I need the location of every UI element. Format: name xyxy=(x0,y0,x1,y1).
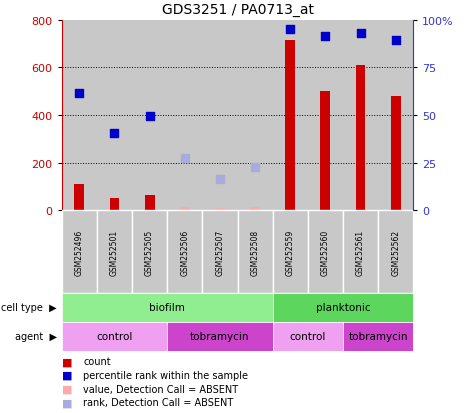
Text: ■: ■ xyxy=(62,384,72,394)
Text: GSM252505: GSM252505 xyxy=(145,229,154,275)
Bar xyxy=(273,322,343,351)
Text: count: count xyxy=(83,356,111,366)
Text: value, Detection Call = ABSENT: value, Detection Call = ABSENT xyxy=(83,384,238,394)
Bar xyxy=(97,211,132,293)
Text: ■: ■ xyxy=(62,356,72,366)
Bar xyxy=(180,207,190,211)
Bar xyxy=(250,207,260,211)
Bar xyxy=(97,21,132,211)
Point xyxy=(76,91,83,97)
Point xyxy=(251,164,259,171)
Bar xyxy=(202,21,238,211)
Point xyxy=(286,27,294,33)
Bar xyxy=(62,21,97,211)
Bar xyxy=(343,211,378,293)
Point xyxy=(181,155,189,161)
Title: GDS3251 / PA0713_at: GDS3251 / PA0713_at xyxy=(162,3,314,17)
Bar xyxy=(110,199,119,211)
Bar xyxy=(145,195,154,211)
Bar xyxy=(167,21,202,211)
Bar xyxy=(238,21,273,211)
Bar xyxy=(273,293,413,322)
Bar xyxy=(321,92,330,211)
Bar xyxy=(215,208,225,211)
Bar xyxy=(62,293,273,322)
Text: GSM252562: GSM252562 xyxy=(391,229,400,275)
Point xyxy=(392,38,399,44)
Text: GSM252559: GSM252559 xyxy=(286,229,294,275)
Text: planktonic: planktonic xyxy=(315,303,370,313)
Bar xyxy=(167,322,273,351)
Bar xyxy=(391,97,400,211)
Bar xyxy=(356,66,365,211)
Bar xyxy=(285,41,295,211)
Text: tobramycin: tobramycin xyxy=(348,332,408,342)
Text: GSM252507: GSM252507 xyxy=(216,229,224,275)
Text: GSM252501: GSM252501 xyxy=(110,229,119,275)
Bar xyxy=(62,211,97,293)
Point xyxy=(322,34,329,40)
Bar xyxy=(343,322,413,351)
Bar xyxy=(75,185,84,211)
Point xyxy=(216,176,224,183)
Bar xyxy=(167,211,202,293)
Text: biofilm: biofilm xyxy=(149,303,185,313)
Text: percentile rank within the sample: percentile rank within the sample xyxy=(83,370,248,380)
Bar xyxy=(132,211,167,293)
Text: GSM252508: GSM252508 xyxy=(251,229,259,275)
Bar xyxy=(273,21,308,211)
Text: GSM252560: GSM252560 xyxy=(321,229,330,275)
Bar xyxy=(308,211,343,293)
Text: ■: ■ xyxy=(62,397,72,407)
Text: control: control xyxy=(96,332,133,342)
Text: ■: ■ xyxy=(62,370,72,380)
Text: GSM252561: GSM252561 xyxy=(356,229,365,275)
Bar xyxy=(202,211,238,293)
Text: control: control xyxy=(290,332,326,342)
Text: rank, Detection Call = ABSENT: rank, Detection Call = ABSENT xyxy=(83,397,233,407)
Text: tobramycin: tobramycin xyxy=(190,332,250,342)
Text: GSM252506: GSM252506 xyxy=(180,229,189,275)
Point xyxy=(357,31,364,37)
Bar xyxy=(378,21,413,211)
Bar xyxy=(273,211,308,293)
Bar xyxy=(238,211,273,293)
Point xyxy=(146,114,153,120)
Text: GSM252496: GSM252496 xyxy=(75,229,84,275)
Point xyxy=(111,130,118,137)
Bar xyxy=(378,211,413,293)
Text: agent  ▶: agent ▶ xyxy=(15,332,57,342)
Bar xyxy=(343,21,378,211)
Bar xyxy=(62,322,167,351)
Bar xyxy=(132,21,167,211)
Bar xyxy=(308,21,343,211)
Text: cell type  ▶: cell type ▶ xyxy=(1,303,57,313)
